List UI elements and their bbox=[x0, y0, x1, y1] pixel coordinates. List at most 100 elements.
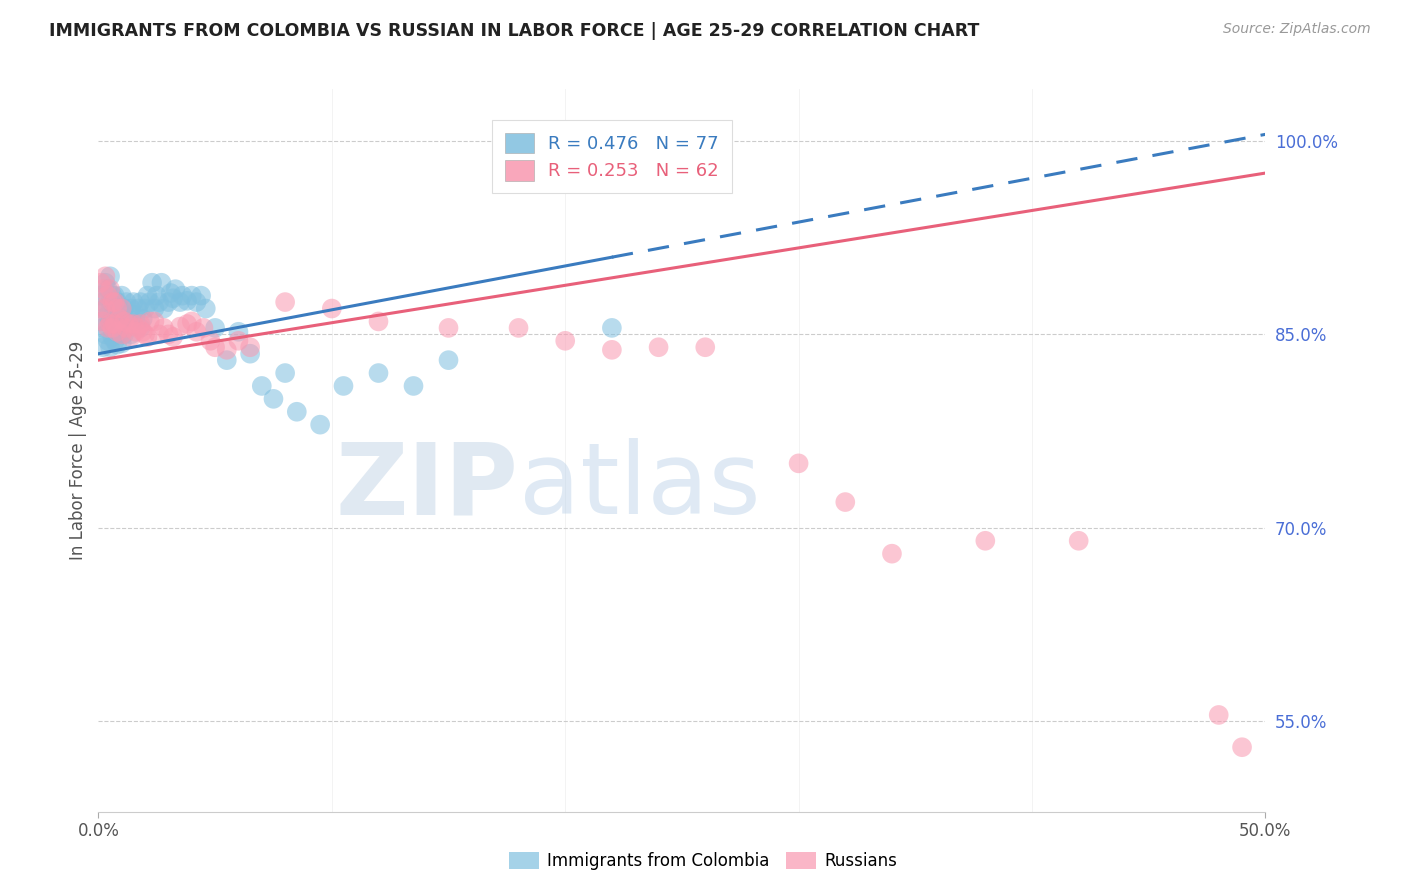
Point bbox=[112, 327, 135, 342]
Point bbox=[98, 295, 121, 310]
Point bbox=[165, 282, 187, 296]
Legend: R = 0.476   N = 77, R = 0.253   N = 62: R = 0.476 N = 77, R = 0.253 N = 62 bbox=[492, 120, 731, 194]
Point bbox=[143, 314, 166, 328]
Point bbox=[122, 317, 145, 331]
Point bbox=[321, 301, 343, 316]
Point bbox=[148, 327, 170, 342]
Point bbox=[250, 379, 273, 393]
Point bbox=[152, 321, 174, 335]
Point bbox=[105, 301, 128, 316]
Point bbox=[104, 311, 127, 326]
Point bbox=[193, 321, 215, 335]
Point bbox=[132, 325, 155, 339]
Point bbox=[880, 547, 903, 561]
Point bbox=[120, 330, 142, 344]
Point bbox=[262, 392, 284, 406]
Point bbox=[91, 321, 114, 335]
Point bbox=[120, 327, 142, 342]
Point bbox=[122, 295, 145, 310]
Point bbox=[1230, 740, 1253, 755]
Point bbox=[600, 321, 623, 335]
Point bbox=[94, 301, 117, 316]
Point bbox=[141, 276, 163, 290]
Point bbox=[239, 347, 262, 361]
Point bbox=[105, 295, 128, 310]
Point bbox=[136, 330, 159, 344]
Point bbox=[104, 334, 127, 348]
Point bbox=[143, 301, 166, 316]
Point bbox=[98, 317, 121, 331]
Point bbox=[274, 366, 297, 380]
Point bbox=[159, 286, 181, 301]
Point bbox=[120, 301, 142, 316]
Point bbox=[101, 308, 124, 322]
Point bbox=[200, 334, 222, 348]
Point bbox=[104, 288, 127, 302]
Point bbox=[186, 325, 208, 339]
Point bbox=[122, 317, 145, 331]
Point bbox=[98, 314, 121, 328]
Point bbox=[186, 295, 208, 310]
Point bbox=[176, 293, 198, 308]
Point bbox=[169, 319, 191, 334]
Point bbox=[111, 311, 134, 326]
Point bbox=[152, 301, 174, 316]
Point bbox=[129, 295, 152, 310]
Point bbox=[162, 291, 184, 305]
Point bbox=[97, 308, 120, 322]
Point bbox=[97, 334, 120, 348]
Text: atlas: atlas bbox=[519, 438, 761, 535]
Point bbox=[115, 321, 138, 335]
Point bbox=[111, 327, 134, 342]
Point bbox=[112, 301, 135, 316]
Point bbox=[90, 301, 112, 316]
Point bbox=[139, 314, 162, 328]
Point bbox=[204, 340, 226, 354]
Point bbox=[600, 343, 623, 357]
Point bbox=[125, 325, 148, 339]
Point bbox=[129, 321, 152, 335]
Point bbox=[90, 276, 112, 290]
Point bbox=[125, 308, 148, 322]
Point bbox=[157, 295, 180, 310]
Text: Source: ZipAtlas.com: Source: ZipAtlas.com bbox=[1223, 22, 1371, 37]
Point bbox=[162, 330, 184, 344]
Point bbox=[437, 353, 460, 368]
Point bbox=[176, 317, 198, 331]
Point bbox=[204, 321, 226, 335]
Point bbox=[239, 340, 262, 354]
Point bbox=[104, 295, 127, 310]
Point bbox=[91, 340, 114, 354]
Point bbox=[90, 314, 112, 328]
Point bbox=[132, 311, 155, 326]
Point bbox=[94, 276, 117, 290]
Point bbox=[834, 495, 856, 509]
Point bbox=[134, 301, 156, 316]
Point bbox=[98, 269, 121, 284]
Point bbox=[111, 288, 134, 302]
Point bbox=[98, 282, 121, 296]
Point bbox=[94, 301, 117, 316]
Point bbox=[101, 295, 124, 310]
Point bbox=[129, 317, 152, 331]
Point bbox=[274, 295, 297, 310]
Point bbox=[97, 288, 120, 302]
Y-axis label: In Labor Force | Age 25-29: In Labor Force | Age 25-29 bbox=[69, 341, 87, 560]
Point bbox=[97, 321, 120, 335]
Point bbox=[111, 301, 134, 316]
Point bbox=[695, 340, 717, 354]
Point bbox=[104, 317, 127, 331]
Point bbox=[105, 325, 128, 339]
Point bbox=[91, 282, 114, 296]
Point bbox=[285, 405, 308, 419]
Point bbox=[101, 330, 124, 344]
Point bbox=[228, 334, 250, 348]
Point bbox=[1208, 708, 1230, 723]
Point bbox=[105, 337, 128, 351]
Point bbox=[190, 288, 212, 302]
Point bbox=[94, 269, 117, 284]
Point bbox=[101, 321, 124, 335]
Point bbox=[108, 311, 131, 326]
Legend: Immigrants from Colombia, Russians: Immigrants from Colombia, Russians bbox=[502, 845, 904, 877]
Point bbox=[105, 317, 128, 331]
